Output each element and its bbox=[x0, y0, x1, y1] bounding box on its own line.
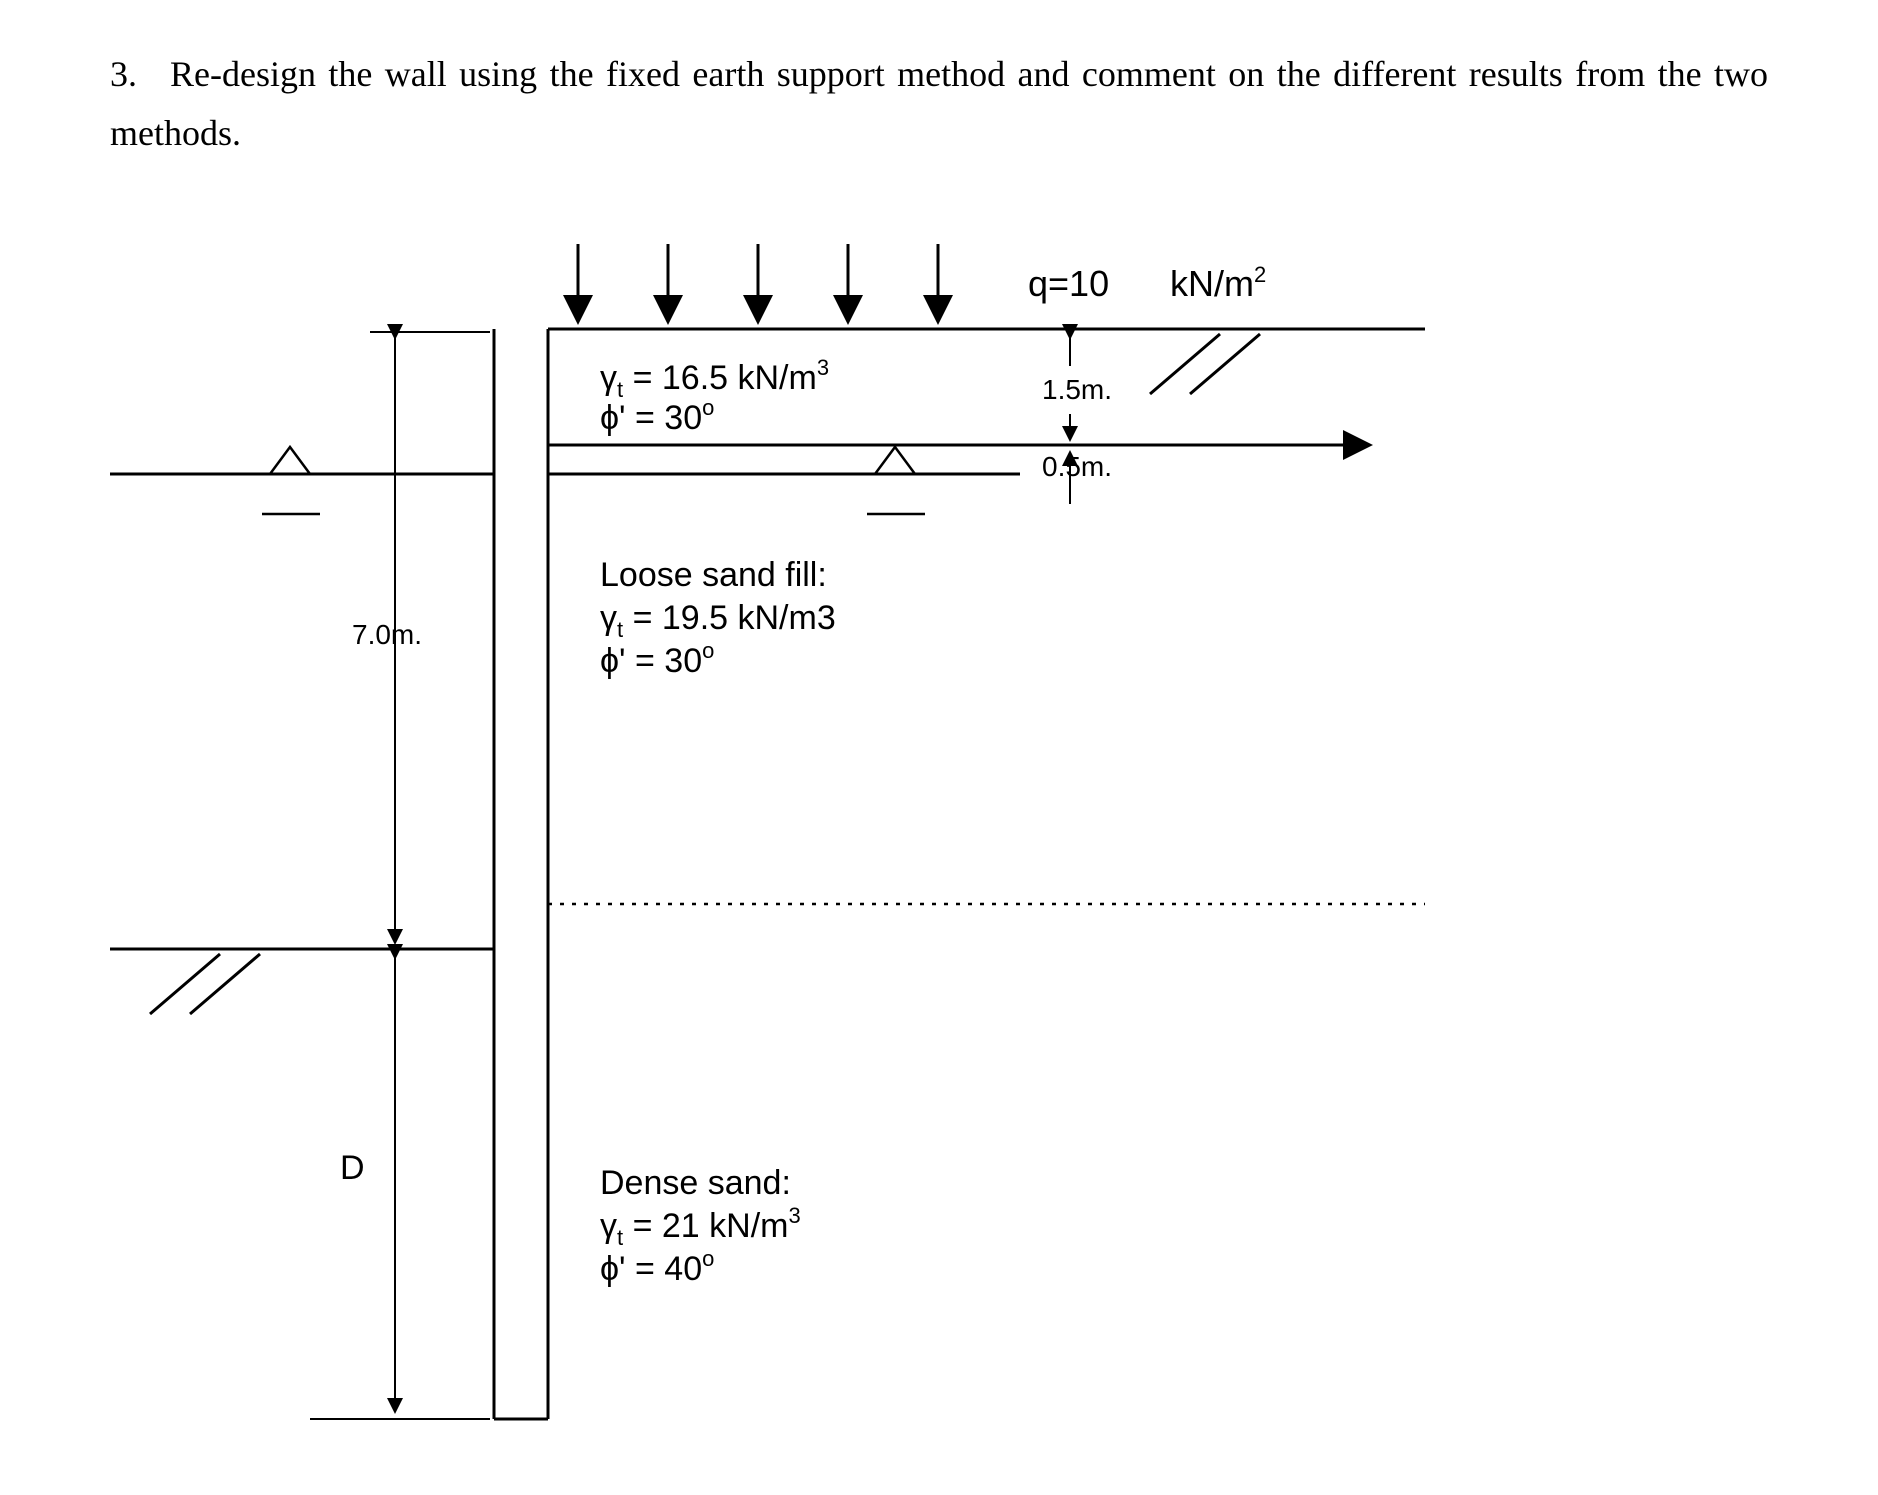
question-body: Re-design the wall using the fixed earth… bbox=[110, 54, 1768, 153]
layer3-phi: ϕ' = 40o bbox=[600, 1246, 714, 1288]
water-table-left bbox=[240, 447, 340, 514]
svg-text:1.5m.: 1.5m. bbox=[1042, 374, 1112, 405]
diagram-svg: q=10 kN/m2 γt = 16.5 kN/m3 ϕ' = 30o 1.5m… bbox=[110, 204, 1710, 1484]
layer1-phi: ϕ' = 30o bbox=[600, 395, 714, 437]
diagram-container: q=10 kN/m2 γt = 16.5 kN/m3 ϕ' = 30o 1.5m… bbox=[110, 204, 1710, 1484]
water-table-right bbox=[845, 447, 945, 514]
layer3-title: Dense sand: bbox=[600, 1164, 791, 1202]
layer2-title: Loose sand fill: bbox=[600, 556, 827, 594]
surcharge-label: q=10 kN/m2 bbox=[1028, 262, 1266, 304]
svg-text:7.0m.: 7.0m. bbox=[352, 619, 422, 650]
svg-text:0.5m.: 0.5m. bbox=[1042, 451, 1112, 482]
question-number: 3. bbox=[110, 45, 170, 104]
svg-text:D: D bbox=[340, 1149, 365, 1187]
surcharge-arrows bbox=[578, 244, 938, 322]
layer1-gamma: γt = 16.5 kN/m3 bbox=[600, 355, 829, 402]
dim-D: D bbox=[310, 958, 490, 1419]
ground-hatch-right-top bbox=[1150, 334, 1260, 394]
dim-0-5m: 0.5m. bbox=[1042, 451, 1112, 504]
layer2-phi: ϕ' = 30o bbox=[600, 638, 714, 680]
layer3-gamma: γt = 21 kN/m3 bbox=[600, 1203, 801, 1250]
ground-hatch-left bbox=[150, 954, 260, 1014]
dim-7m: 7.0m. bbox=[352, 332, 490, 943]
dim-1-5m: 1.5m. bbox=[1042, 338, 1112, 440]
question-text: 3.Re-design the wall using the fixed ear… bbox=[110, 45, 1768, 164]
layer2-gamma: γt = 19.5 kN/m3 bbox=[600, 599, 836, 642]
